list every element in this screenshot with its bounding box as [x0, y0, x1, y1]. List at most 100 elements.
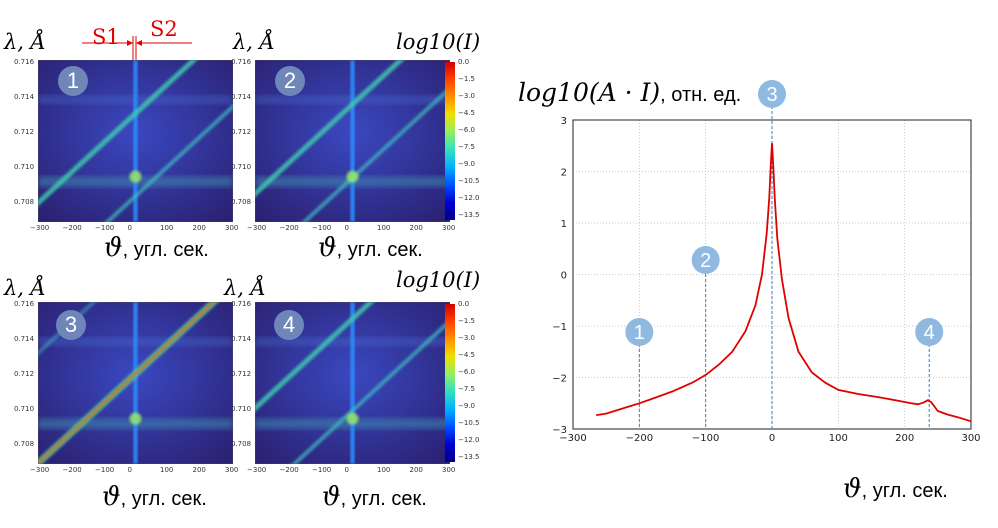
marker-badge-4	[915, 318, 944, 346]
y-tick-label: −1	[552, 322, 567, 333]
theta-symbol: ϑ	[104, 233, 123, 263]
x-tick-label: −300	[559, 433, 586, 444]
panel-x-tick-label: 300	[225, 466, 239, 474]
y-tick-label: 2	[561, 168, 567, 179]
panel-y-tick-label: 0.710	[231, 405, 252, 413]
ylabel-unit: , отн. ед.	[660, 84, 742, 106]
colorbar-tick-label: −12.0	[458, 194, 480, 202]
panel-x-tick-label: −300	[247, 224, 267, 232]
right-chart-xlabel: ϑ, угл. сек.	[843, 474, 948, 504]
panel-y-tick-label: 0.716	[231, 300, 252, 308]
panel-x-tick-label: 0	[344, 224, 349, 232]
theta-symbol: ϑ	[843, 474, 862, 504]
y-tick-label: 0	[561, 271, 567, 282]
panel-x-tick-label: 200	[409, 224, 423, 232]
panel-badge-3: 3	[56, 310, 86, 340]
panel-badge-4: 4	[274, 310, 304, 340]
colorbar-tick-label: −12.0	[458, 436, 480, 444]
y-tick-label: 1	[561, 219, 567, 230]
marker-badge-label: 1	[634, 322, 645, 344]
colorbar-tick-label: 0.0	[458, 58, 470, 66]
panel3-ylabel: λ, Å	[4, 276, 46, 300]
panel-x-tick-label: 300	[442, 466, 456, 474]
x-tick-label: 0	[769, 433, 775, 444]
colorbar-tick-label: −13.5	[458, 453, 480, 461]
panel4-xlabel: ϑ, угл. сек.	[322, 482, 427, 512]
right-chart-ylabel: log10(A · I), отн. ед.	[518, 78, 741, 107]
x-tick-label: −100	[692, 433, 719, 444]
panel-badge-2: 2	[275, 66, 305, 96]
panel-y-tick-label: 0.714	[231, 93, 252, 101]
theta-unit: , угл. сек.	[120, 488, 207, 510]
colorbar-tick-label: −9.0	[458, 402, 475, 410]
panel-y-tick-label: 0.708	[14, 198, 35, 206]
colorbar-tick-label: −4.5	[458, 109, 475, 117]
colorbar-tick-label: −3.0	[458, 92, 475, 100]
colorbar-tick-label: −4.5	[458, 351, 475, 359]
slit-annotation	[80, 16, 195, 68]
colorbar-tick-label: −6.0	[458, 368, 475, 376]
y-tick-label: 3	[561, 116, 567, 127]
panel3-xlabel: ϑ, угл. сек.	[102, 482, 207, 512]
panel-x-tick-label: 200	[409, 466, 423, 474]
s2-label: S2	[150, 17, 178, 41]
colorbar-tick-label: −13.5	[458, 211, 480, 219]
panel-y-tick-label: 0.710	[14, 405, 35, 413]
colorbar-tick-label: 0.0	[458, 300, 470, 308]
panel-y-tick-label: 0.714	[14, 93, 35, 101]
colorbar-tick-label: −10.5	[458, 419, 480, 427]
y-tick-label: −3	[552, 425, 567, 436]
panel-x-tick-label: 100	[377, 466, 391, 474]
marker-badge-label: 4	[924, 322, 935, 344]
panel-y-tick-label: 0.714	[231, 335, 252, 343]
theta-unit: , угл. сек.	[336, 239, 423, 261]
y-tick-label: −2	[552, 374, 567, 385]
x-tick-label: 300	[961, 433, 980, 444]
panel-x-tick-label: −200	[279, 224, 299, 232]
colorbar2-title: log10(I)	[396, 268, 481, 292]
marker-badge-3	[758, 80, 786, 108]
panel-x-tick-label: −200	[279, 466, 299, 474]
panel-x-tick-label: 100	[160, 466, 174, 474]
colorbar-tick-label: −1.5	[458, 317, 475, 325]
colorbar-2	[445, 304, 455, 462]
panel-x-tick-label: −300	[30, 224, 50, 232]
x-tick-label: 200	[895, 433, 914, 444]
colorbar-tick-label: −3.0	[458, 334, 475, 342]
panel1-ylabel: λ, Å	[4, 30, 46, 54]
panel-x-tick-label: −200	[62, 224, 82, 232]
colorbar-tick-label: −9.0	[458, 160, 475, 168]
panel-y-tick-label: 0.708	[231, 440, 252, 448]
panel-badge-1: 1	[58, 66, 88, 96]
panel-y-tick-label: 0.714	[14, 335, 35, 343]
panel2-xlabel: ϑ, угл. сек.	[318, 233, 423, 263]
colorbar-tick-label: −1.5	[458, 75, 475, 83]
panel-y-tick-label: 0.708	[231, 198, 252, 206]
theta-unit: , угл. сек.	[122, 239, 209, 261]
panel-x-tick-label: 200	[192, 466, 206, 474]
panel-x-tick-label: 0	[127, 466, 132, 474]
s1-label: S1	[92, 25, 120, 49]
panel2-ylabel: λ, Å	[233, 30, 275, 54]
theta-unit: , угл. сек.	[861, 480, 948, 502]
panel-y-tick-label: 0.710	[231, 163, 252, 171]
panel-y-tick-label: 0.708	[14, 440, 35, 448]
marker-badge-label: 2	[700, 250, 711, 272]
panel-x-tick-label: −100	[312, 224, 332, 232]
theta-unit: , угл. сек.	[340, 488, 427, 510]
panel-y-tick-label: 0.710	[14, 163, 35, 171]
panel-x-tick-label: −300	[30, 466, 50, 474]
panel-y-tick-label: 0.716	[231, 58, 252, 66]
colorbar-1	[445, 62, 455, 220]
colorbar-tick-label: −6.0	[458, 126, 475, 134]
panel-y-tick-label: 0.716	[14, 300, 35, 308]
panel-y-tick-label: 0.712	[231, 370, 252, 378]
theta-symbol: ϑ	[318, 233, 337, 263]
colorbar-tick-label: −7.5	[458, 143, 475, 151]
panel-x-tick-label: −100	[312, 466, 332, 474]
panel-y-tick-label: 0.712	[14, 370, 35, 378]
panel-x-tick-label: 300	[225, 224, 239, 232]
x-tick-label: 100	[829, 433, 848, 444]
marker-badge-1	[625, 318, 654, 346]
series-line	[596, 143, 972, 423]
